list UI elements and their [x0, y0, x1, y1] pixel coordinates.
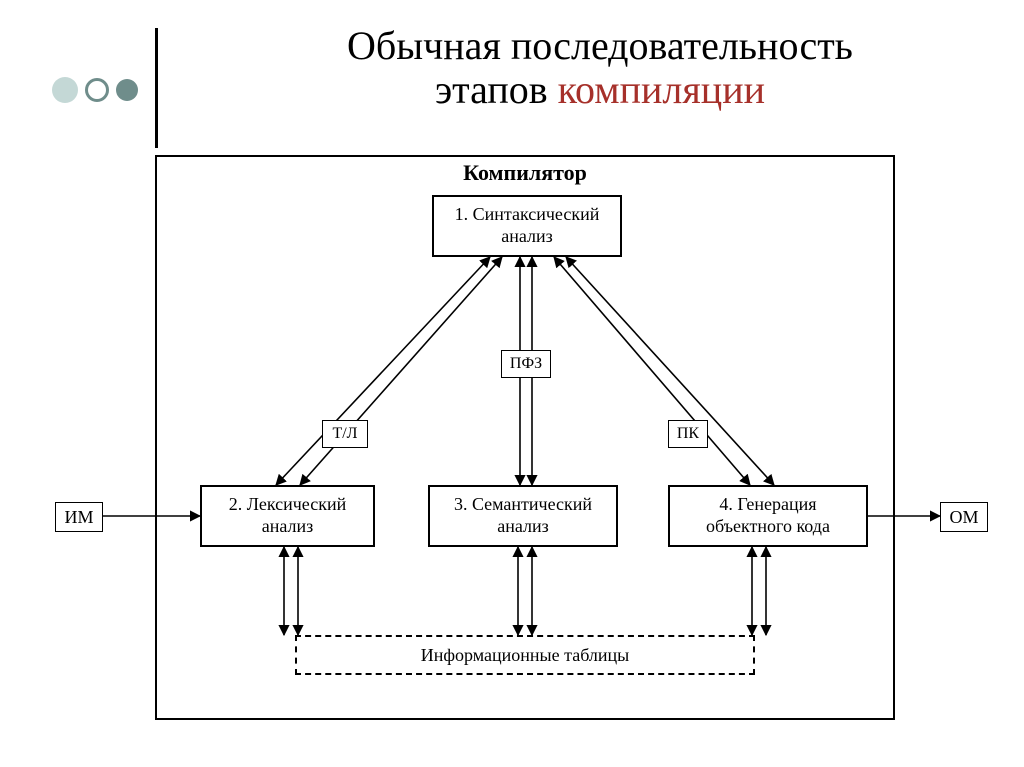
ext-om: ОМ	[940, 502, 988, 532]
node-lexical-analysis-label: 2. Лексический анализ	[229, 494, 346, 537]
node-syntax-analysis: 1. Синтаксический анализ	[432, 195, 622, 257]
edge-label-pfz-text: ПФЗ	[510, 355, 542, 373]
node-lexical-analysis: 2. Лексический анализ	[200, 485, 375, 547]
node-semantic-analysis: 3. Семантический анализ	[428, 485, 618, 547]
ext-im: ИМ	[55, 502, 103, 532]
title-line1: Обычная последовательность	[347, 23, 853, 68]
node-code-generation: 4. Генерация объектного кода	[668, 485, 868, 547]
decor-dot-3	[116, 79, 138, 101]
decor-dot-1	[52, 77, 78, 103]
decor-dot-2	[85, 78, 109, 102]
ext-om-text: ОМ	[949, 507, 978, 528]
slide-title: Обычная последовательность этапов компил…	[185, 24, 1015, 112]
node-code-generation-label: 4. Генерация объектного кода	[706, 494, 830, 537]
node-info-tables-label: Информационные таблицы	[421, 645, 630, 666]
edge-label-pk-text: ПК	[677, 425, 699, 443]
edge-label-pk: ПК	[668, 420, 708, 448]
edge-label-pfz: ПФЗ	[501, 350, 551, 378]
title-line2b: компиляции	[558, 67, 765, 112]
compiler-label: Компилятор	[155, 160, 895, 186]
node-syntax-analysis-label: 1. Синтаксический анализ	[455, 204, 600, 247]
ext-im-text: ИМ	[64, 507, 93, 528]
title-line2a: этапов	[435, 67, 558, 112]
node-info-tables: Информационные таблицы	[295, 635, 755, 675]
edge-label-tl: Т/Л	[322, 420, 368, 448]
node-semantic-analysis-label: 3. Семантический анализ	[454, 494, 592, 537]
slide: Обычная последовательность этапов компил…	[0, 0, 1024, 767]
title-divider-line	[155, 28, 158, 148]
edge-label-tl-text: Т/Л	[332, 425, 357, 443]
